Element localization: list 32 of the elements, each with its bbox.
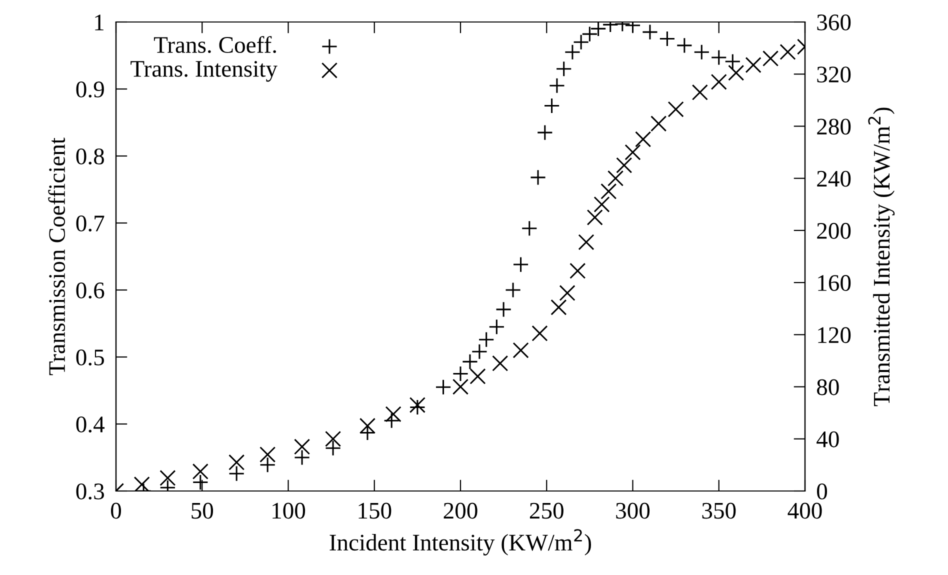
y2-tick-label: 200 [817, 222, 851, 239]
x-tick-label: 400 [788, 502, 822, 519]
y2-tick-label: 120 [818, 327, 851, 344]
y2-tick-label: 40 [816, 431, 839, 448]
y-axis-title: Transmission Coefficient [48, 138, 66, 376]
x-tick-label: 350 [702, 502, 736, 519]
y2-tick-label: 80 [817, 379, 839, 396]
y-tick-label: 0.4 [76, 416, 105, 433]
x-tick-label: 50 [192, 502, 214, 519]
legend-label: Trans. Coeff. [154, 36, 276, 54]
y2-tick-label: 0 [817, 483, 828, 500]
x-tick-label: 200 [444, 502, 478, 519]
y-tick-label: 0.8 [76, 148, 104, 165]
y-tick-label: 0.5 [76, 349, 104, 366]
x-tick-label: 100 [272, 502, 306, 519]
x-tick-label: 300 [616, 502, 650, 519]
x-tick-label: 250 [530, 502, 564, 519]
y-tick-label: 0.9 [76, 81, 104, 98]
y2-tick-label: 320 [817, 66, 851, 83]
y2-tick-label: 280 [817, 118, 851, 135]
y-tick-label: 0.3 [76, 483, 104, 500]
y2-axis-title: Transmitted Intensity (KW/m$^{2}$) [868, 108, 895, 406]
y2-tick-label: 160 [818, 275, 851, 291]
x-tick-label: 0 [110, 502, 122, 519]
x-tick-label: 150 [358, 502, 392, 519]
x-axis-title: Incident Intensity (KW/m$^{2}$) [330, 529, 591, 556]
y2-tick-label: 240 [817, 170, 851, 187]
y2-tick-label: 360 [817, 14, 851, 30]
y-tick-label: 1 [95, 14, 104, 30]
legend-label: Trans. Intensity [130, 60, 278, 82]
y-tick-label: 0.6 [76, 282, 104, 299]
y-tick-label: 0.7 [76, 215, 104, 232]
